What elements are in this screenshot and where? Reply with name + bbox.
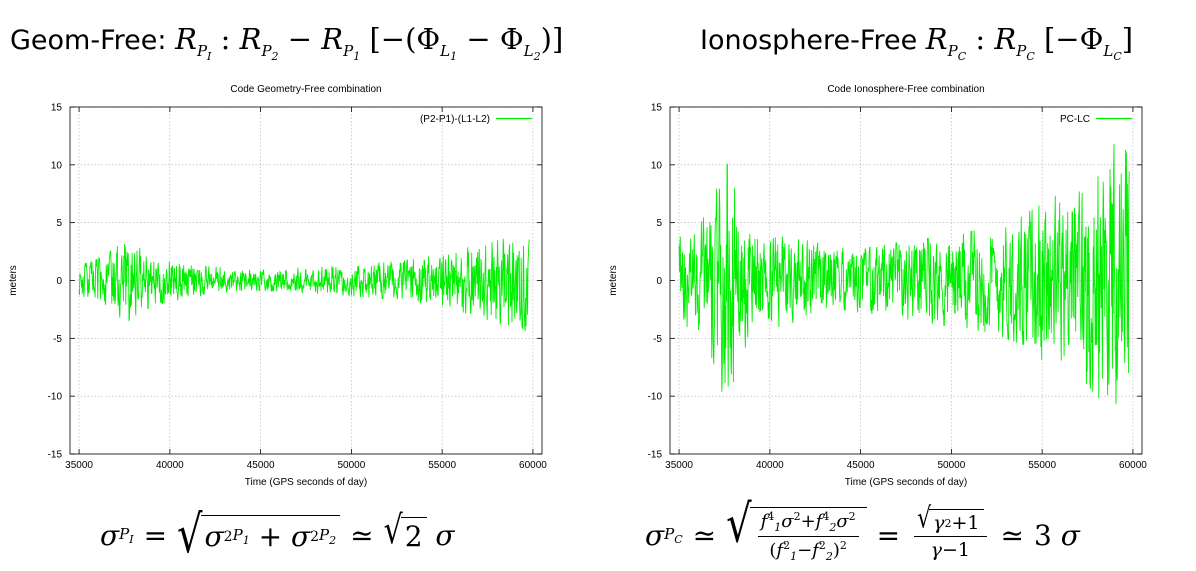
geom-free-header: Geom-Free: RPI : RP2 − RP1 [−(ΦL1 − ΦL2)… xyxy=(10,22,563,63)
chart-title: Code Ionosphere-Free combination xyxy=(827,84,984,95)
x-tick-label: 40000 xyxy=(756,460,784,471)
x-tick-label: 60000 xyxy=(519,460,547,471)
x-tick-label: 55000 xyxy=(428,460,456,471)
y-tick-label: -10 xyxy=(648,392,663,403)
x-tick-label: 60000 xyxy=(1119,460,1147,471)
geom-free-label: Geom-Free: xyxy=(10,25,167,56)
y-tick-label: 0 xyxy=(656,276,662,287)
y-tick-label: 0 xyxy=(56,276,62,287)
sigma-iono-free-formula: σ PC ≃ √ f41σ2+f42σ2 (f21−f22)2 = √ γ 2 +1 γ… xyxy=(645,494,1080,563)
series-line xyxy=(678,144,1130,405)
y-tick-label: 10 xyxy=(651,160,663,171)
y-axis-label: meters xyxy=(8,265,19,296)
x-tick-label: 45000 xyxy=(847,460,875,471)
y-tick-label: -15 xyxy=(48,450,63,461)
x-tick-label: 40000 xyxy=(156,460,184,471)
y-tick-label: -5 xyxy=(53,334,62,345)
geometry-free-plot: 35000 40000 45000 50000 55000 60000 -15 -10 -5 0 5… xyxy=(8,84,547,488)
chart-title: Code Geometry-Free combination xyxy=(230,84,381,95)
legend-label: (P2-P1)-(L1-L2) xyxy=(420,114,490,125)
legend-label: PC-LC xyxy=(1060,114,1090,125)
y-tick-label: -15 xyxy=(648,450,663,461)
y-tick-label: 10 xyxy=(51,160,63,171)
geometry-free-chart: 35000 40000 45000 50000 55000 60000 -15 -10 -5 0 5… xyxy=(4,78,564,496)
ionosphere-free-plot: 35000 40000 45000 50000 55000 60000 -15 -10 -5 0 5… xyxy=(608,84,1147,488)
y-tick-label: 15 xyxy=(651,103,663,114)
x-axis-label: Time (GPS seconds of day) xyxy=(245,477,367,488)
x-tick-label: 45000 xyxy=(247,460,275,471)
y-tick-label: 5 xyxy=(56,218,62,229)
geom-free-math: RPI : RP2 − RP1 [−(ΦL1 − ΦL2)] xyxy=(175,22,564,63)
x-tick-label: 35000 xyxy=(65,460,93,471)
ionosphere-free-chart: 35000 40000 45000 50000 55000 60000 -15 -10 -5 0 5… xyxy=(604,78,1164,496)
iono-free-label: Ionosphere-Free xyxy=(700,25,918,56)
x-tick-label: 55000 xyxy=(1028,460,1056,471)
x-tick-label: 50000 xyxy=(337,460,365,471)
sigma-geom-free-formula: σ PI = √ σ 2 P1 + σ 2 P2 ≃ √ 2 σ xyxy=(100,505,455,565)
iono-free-header: Ionosphere-Free RPC : RPC [−ΦLC] xyxy=(700,22,1133,63)
y-tick-label: 5 xyxy=(656,218,662,229)
series-line xyxy=(78,238,530,332)
iono-free-math: RPC : RPC [−ΦLC] xyxy=(925,22,1134,63)
y-tick-label: -10 xyxy=(48,392,63,403)
x-tick-label: 35000 xyxy=(665,460,693,471)
x-tick-label: 50000 xyxy=(937,460,965,471)
y-axis-label: meters xyxy=(608,265,619,296)
x-axis-label: Time (GPS seconds of day) xyxy=(845,477,967,488)
y-tick-label: -5 xyxy=(653,334,662,345)
y-tick-label: 15 xyxy=(51,103,63,114)
